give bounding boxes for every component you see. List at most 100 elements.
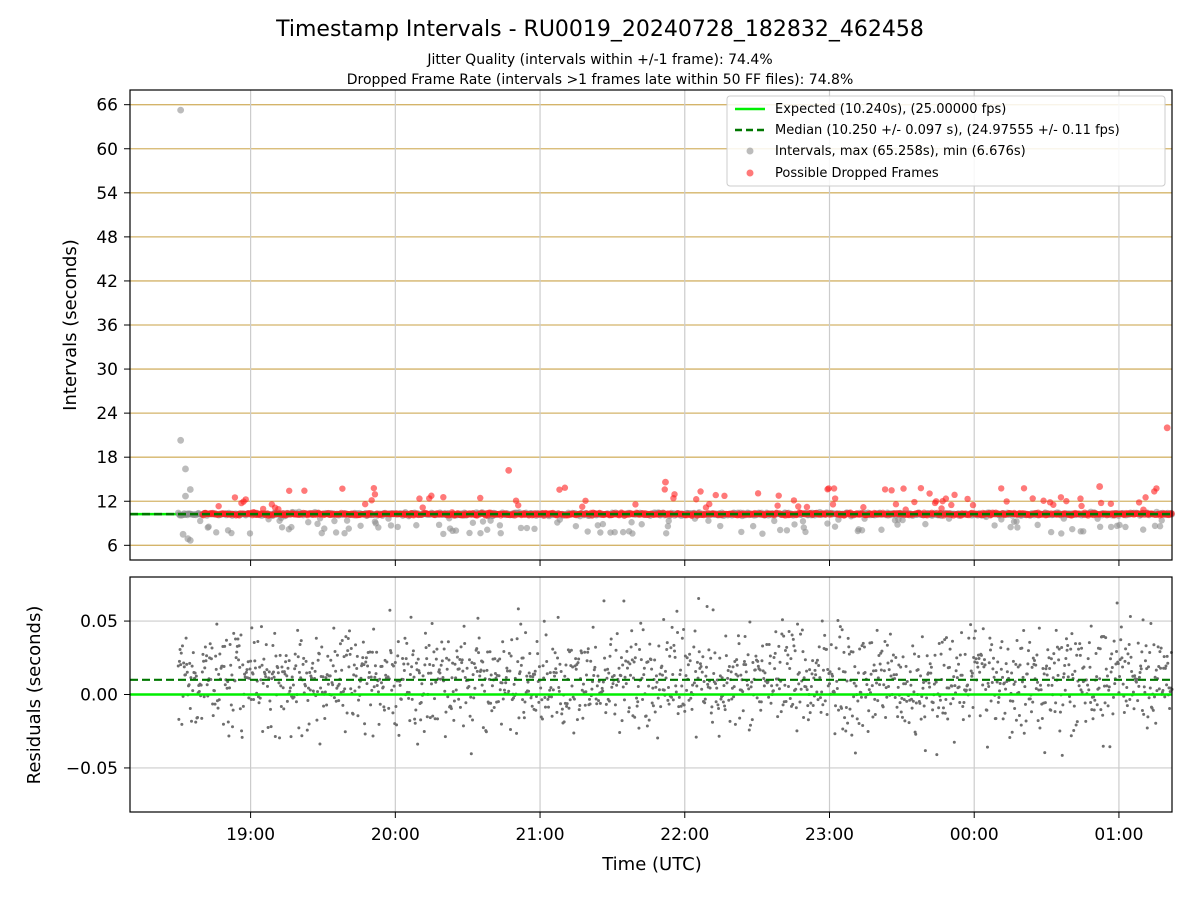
residual-point (452, 699, 456, 703)
interval-point (1156, 523, 1164, 530)
residual-point (414, 661, 418, 665)
residual-point (976, 653, 980, 657)
interval-point (332, 529, 340, 536)
residual-point (285, 699, 289, 703)
residual-point (390, 688, 394, 692)
residual-point (340, 668, 344, 672)
residual-point (990, 643, 994, 647)
residual-point (499, 722, 503, 726)
interval-point (375, 524, 382, 531)
residual-point (556, 615, 560, 619)
residual-point (805, 669, 809, 673)
residual-point (261, 729, 265, 733)
residual-point (541, 664, 545, 668)
residual-point (884, 716, 888, 720)
residual-point (1045, 673, 1049, 677)
residual-point (932, 682, 936, 686)
residual-point (387, 706, 391, 710)
residual-point (732, 685, 736, 689)
residual-point (1149, 621, 1153, 625)
residual-point (887, 684, 891, 688)
residual-point (285, 674, 289, 678)
interval-point (479, 518, 487, 525)
residual-point (926, 671, 930, 675)
residual-point (747, 687, 751, 691)
residual-point (920, 635, 924, 639)
dropped-frame-point (661, 486, 668, 493)
residual-point (833, 732, 837, 736)
residual-point (914, 732, 918, 736)
residual-point (972, 655, 976, 659)
residual-point (1107, 688, 1111, 692)
residual-point (792, 644, 796, 648)
dropped-frame-point (1135, 499, 1143, 506)
residual-point (759, 708, 763, 712)
residual-point (550, 695, 554, 699)
residual-point (272, 675, 276, 679)
residual-point (1001, 675, 1005, 679)
residual-point (1119, 638, 1123, 642)
residual-point (999, 646, 1003, 650)
residual-point (733, 722, 737, 726)
residual-point (413, 721, 417, 725)
residual-point (729, 670, 733, 674)
residual-point (414, 708, 418, 712)
residual-point (343, 687, 347, 691)
residual-point (557, 685, 561, 689)
residual-point (853, 751, 857, 755)
residual-point (762, 684, 766, 688)
residual-point (602, 599, 606, 603)
residual-point (770, 684, 774, 688)
residual-point (998, 682, 1002, 686)
residual-point (996, 660, 1000, 664)
residual-point (578, 704, 582, 708)
residual-point (300, 734, 304, 738)
residual-point (1039, 683, 1043, 687)
residual-point (828, 670, 832, 674)
residual-point (887, 668, 891, 672)
residual-point (821, 668, 825, 672)
interval-point (186, 486, 194, 493)
residual-point (562, 720, 566, 724)
residual-point (620, 719, 624, 723)
residual-point (951, 697, 955, 701)
residual-point (401, 657, 405, 661)
residual-point (323, 690, 327, 694)
residual-point (673, 655, 677, 659)
interval-point (1047, 528, 1055, 536)
residual-point (1022, 629, 1026, 633)
residual-point (818, 676, 822, 680)
residual-point (968, 688, 972, 692)
residual-point (698, 662, 702, 666)
residual-point (1089, 624, 1093, 628)
residual-point (878, 683, 882, 687)
residual-point (799, 687, 803, 691)
residual-point (836, 618, 840, 622)
residual-point (697, 596, 701, 600)
residual-point (748, 723, 752, 727)
residual-point (460, 661, 464, 665)
residual-point (852, 695, 856, 699)
residual-point (853, 665, 857, 669)
residual-point (687, 698, 691, 702)
residual-point (730, 697, 734, 701)
residual-point (811, 704, 815, 708)
chart-title: Timestamp Intervals - RU0019_20240728_18… (275, 17, 924, 42)
residual-point (554, 667, 558, 671)
residuals-y-tick-label: 0.05 (80, 612, 118, 632)
residual-point (338, 642, 342, 646)
residual-point (216, 706, 220, 710)
residual-point (790, 633, 794, 637)
residual-point (209, 657, 213, 661)
residual-point (1010, 730, 1014, 734)
residual-point (737, 642, 741, 646)
residual-point (967, 636, 971, 640)
residual-point (430, 622, 434, 626)
intervals-y-tick-label: 24 (96, 404, 118, 424)
residual-point (276, 666, 280, 670)
interval-point (523, 524, 531, 532)
residual-point (214, 667, 218, 671)
residual-point (510, 638, 514, 642)
residual-point (793, 649, 797, 653)
interval-point (179, 530, 187, 538)
